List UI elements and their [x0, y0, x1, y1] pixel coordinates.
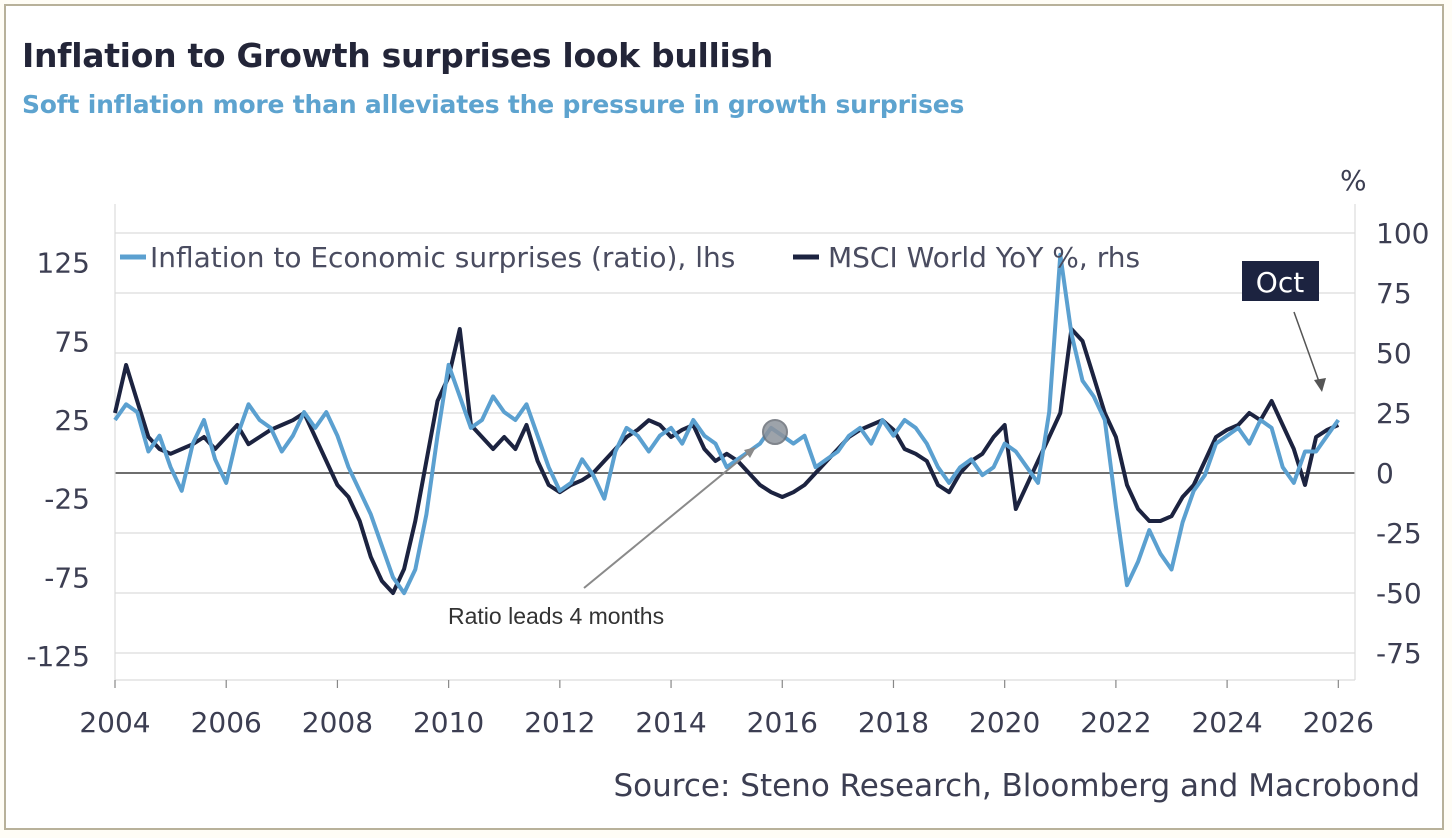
right-tick-label: -75 [1376, 637, 1422, 670]
source-note: Source: Steno Research, Bloomberg and Ma… [614, 768, 1421, 804]
oct-label: Oct [1256, 266, 1304, 299]
right-axis-ticks: 100 75 50 25 0 -25 -50 -75 [1376, 217, 1429, 670]
legend: Inflation to Economic surprises (ratio),… [120, 241, 1140, 274]
right-tick-label: -50 [1376, 577, 1422, 610]
series-line-msci [113, 327, 1340, 595]
lead-arrow-head [744, 447, 756, 458]
left-axis-ticks: 125 75 25 -25 -75 -125 [26, 247, 90, 673]
x-tick-label: 2004 [79, 706, 150, 739]
x-tick-label: 2020 [969, 706, 1040, 739]
left-tick-label: -75 [44, 561, 90, 594]
series-lines [113, 252, 1340, 596]
right-axis-unit: % [1340, 164, 1367, 197]
legend-label-msci: MSCI World YoY %, rhs [828, 241, 1140, 274]
left-tick-label: -125 [26, 640, 90, 673]
x-tick-label: 2006 [191, 706, 262, 739]
x-tick-label: 2018 [858, 706, 929, 739]
x-tick-label: 2010 [413, 706, 484, 739]
axes [114, 204, 1356, 681]
lead-marker [762, 419, 788, 445]
lead-label: Ratio leads 4 months [448, 603, 664, 629]
right-tick-label: -25 [1376, 517, 1422, 550]
gridlines [115, 232, 1355, 654]
right-tick-label: 0 [1376, 457, 1394, 490]
series-line-ratio [113, 252, 1340, 596]
oct-arrow [1293, 311, 1323, 391]
x-tick-label: 2024 [1191, 706, 1262, 739]
right-tick-label: 100 [1376, 217, 1429, 250]
legend-label-ratio: Inflation to Economic surprises (ratio),… [150, 241, 735, 274]
chart-title: Inflation to Growth surprises look bulli… [22, 36, 774, 75]
lead-annotation: Ratio leads 4 months [448, 419, 788, 629]
oct-annotation: Oct [1242, 261, 1326, 392]
right-tick-label: 50 [1376, 337, 1412, 370]
lead-arrow [583, 449, 753, 589]
left-tick-label: 25 [54, 404, 90, 437]
left-tick-label: -25 [44, 483, 90, 516]
chart-subtitle: Soft inflation more than alleviates the … [22, 90, 965, 119]
x-tick-label: 2014 [635, 706, 706, 739]
oct-arrow-head [1314, 378, 1326, 392]
x-tick-label: 2016 [747, 706, 818, 739]
x-tick-label: 2008 [302, 706, 373, 739]
oct-label-box [1242, 261, 1319, 301]
right-tick-label: 75 [1376, 277, 1412, 310]
x-tick-label: 2022 [1080, 706, 1151, 739]
x-tick-label: 2026 [1303, 706, 1374, 739]
x-axis-ticks: 2004 2006 2008 2010 2012 2014 2016 2018 2020 2022… [79, 680, 1374, 739]
right-tick-label: 25 [1376, 397, 1412, 430]
left-tick-label: 75 [54, 325, 90, 358]
x-tick-label: 2012 [524, 706, 595, 739]
left-tick-label: 125 [37, 247, 90, 280]
